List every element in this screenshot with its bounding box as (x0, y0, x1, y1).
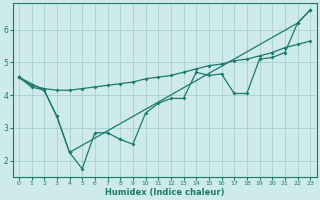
X-axis label: Humidex (Indice chaleur): Humidex (Indice chaleur) (105, 188, 224, 197)
